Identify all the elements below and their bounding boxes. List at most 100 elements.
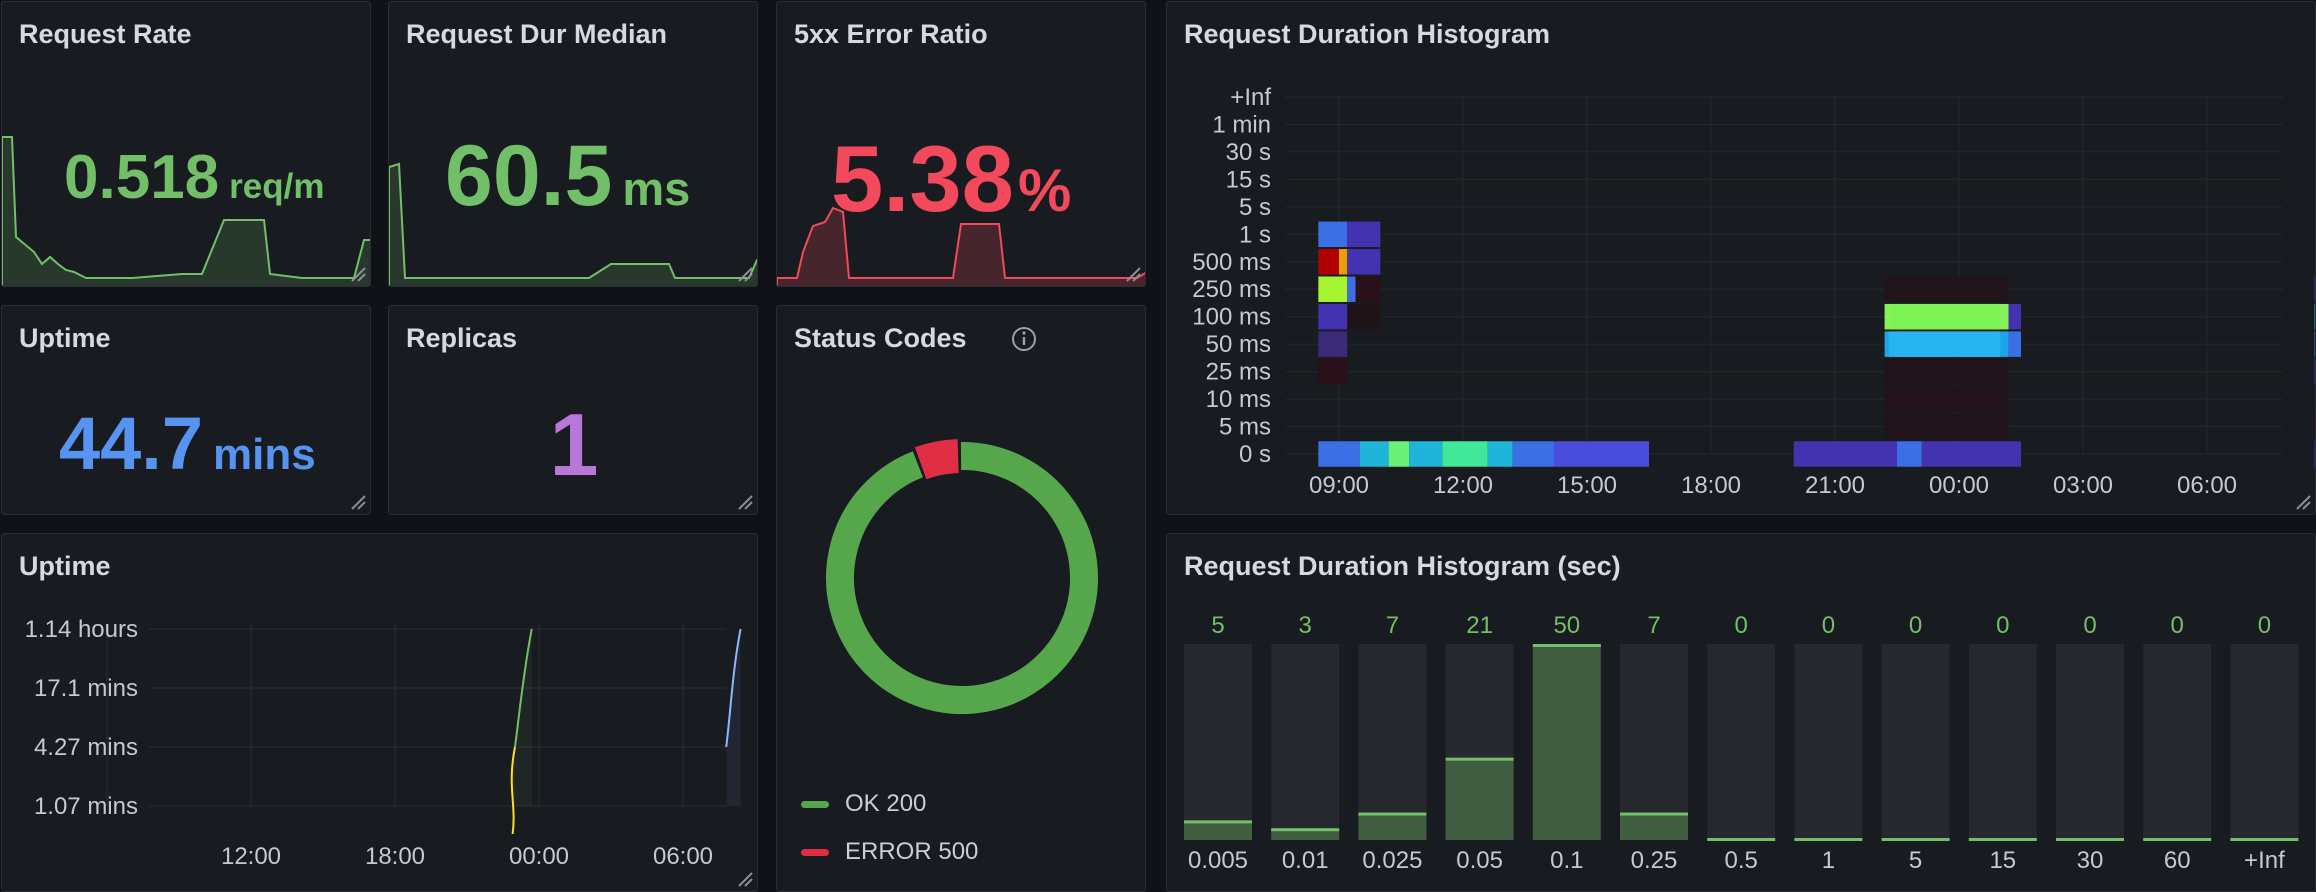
series-area-replica-c bbox=[726, 629, 741, 806]
y-tick-label: 250 ms bbox=[1192, 276, 1271, 303]
panel-title: 5xx Error Ratio bbox=[794, 19, 988, 49]
info-icon[interactable] bbox=[1010, 325, 1038, 353]
heatmap-cell bbox=[1884, 358, 2009, 385]
y-tick-label: 1.07 mins bbox=[34, 793, 138, 820]
bar-category-label: 0.1 bbox=[1550, 847, 1583, 874]
bar-cap bbox=[1707, 838, 1776, 841]
bar-cap bbox=[2143, 838, 2212, 841]
request-duration-bars: 50.00530.0170.025210.05500.170.2500.5010… bbox=[1184, 612, 2299, 874]
resize-handle-icon[interactable] bbox=[737, 266, 753, 282]
bar-category-label: 0.25 bbox=[1631, 847, 1678, 874]
resize-handle-icon[interactable] bbox=[1125, 266, 1141, 282]
heatmap-cell bbox=[1318, 249, 1339, 275]
request-dur-median-sparkline bbox=[389, 162, 757, 286]
legend-item[interactable]: OK 200 bbox=[801, 788, 978, 820]
bar-fill bbox=[1184, 820, 1252, 840]
x-tick-label: 18:00 bbox=[365, 843, 425, 870]
bar-value-label: 3 bbox=[1299, 612, 1312, 639]
bar-value-label: 0 bbox=[1996, 612, 2009, 639]
resize-handle-icon[interactable] bbox=[737, 871, 753, 887]
y-tick-label: 5 s bbox=[1239, 194, 1271, 221]
request-rate-panel[interactable]: Request Rate 0.518 req/m bbox=[1, 1, 371, 287]
heatmap-cell bbox=[2314, 413, 2315, 440]
heatmap-cell bbox=[1339, 249, 1348, 275]
error-ratio-sparkline bbox=[777, 206, 1145, 286]
legend-swatch bbox=[801, 800, 829, 808]
y-tick-label: 1 min bbox=[1212, 111, 1271, 138]
bar-cap bbox=[1968, 838, 2037, 841]
uptime-chart-panel[interactable]: Uptime 1.14 hours 17.1 mins 4.27 mins 1.07 … bbox=[1, 533, 758, 892]
bar-track bbox=[2056, 644, 2124, 840]
status-codes-panel[interactable]: Status Codes OK 200 ERROR 500 bbox=[776, 305, 1146, 892]
replicas-panel[interactable]: Replicas 1 bbox=[388, 305, 758, 515]
heatmap-cell bbox=[1512, 441, 1554, 467]
bar-track bbox=[1358, 644, 1427, 840]
bar-track bbox=[1881, 644, 1950, 840]
request-rate-sparkline bbox=[2, 136, 370, 286]
bar-cap bbox=[2056, 838, 2124, 841]
heatmap-cell bbox=[1318, 303, 1348, 330]
uptime-unit: mins bbox=[213, 430, 316, 479]
bar-track bbox=[1794, 644, 1863, 840]
x-tick-label: 06:00 bbox=[653, 843, 713, 870]
bar-fill bbox=[1445, 757, 1514, 840]
bar-category-label: 5 bbox=[1909, 847, 1922, 874]
heatmap-cell bbox=[1884, 386, 2009, 412]
x-tick-label: 06:00 bbox=[2177, 472, 2237, 499]
legend-label: ERROR 500 bbox=[845, 838, 979, 865]
bar-category-label: 60 bbox=[2164, 847, 2191, 874]
uptime-stat-panel[interactable]: Uptime 44.7 mins bbox=[1, 305, 371, 515]
bar-category-label: 0.025 bbox=[1362, 847, 1422, 874]
bar-track bbox=[1271, 644, 1340, 840]
request-rate-unit: req/m bbox=[229, 167, 325, 206]
request-dur-median-panel[interactable]: Request Dur Median 60.5 ms bbox=[388, 1, 758, 287]
panel-title: Request Dur Median bbox=[406, 19, 668, 49]
panel-title: Replicas bbox=[406, 323, 518, 353]
heatmap-cell bbox=[1884, 276, 2009, 302]
resize-handle-icon[interactable] bbox=[350, 494, 366, 510]
legend-item[interactable]: ERROR 500 bbox=[801, 836, 978, 868]
bar-fill bbox=[1620, 812, 1688, 840]
bar-fill bbox=[1532, 644, 1601, 840]
bar-fill bbox=[1358, 812, 1427, 840]
bar-track bbox=[1532, 644, 1601, 840]
bar-track bbox=[1707, 644, 1776, 840]
bar-track bbox=[1620, 644, 1688, 840]
bar-cap bbox=[1271, 828, 1340, 832]
resize-handle-icon[interactable] bbox=[2295, 494, 2311, 510]
panel-title: Request Duration Histogram bbox=[1184, 19, 1551, 49]
x-tick-label: 18:00 bbox=[1681, 472, 1741, 499]
error-ratio-panel[interactable]: 5xx Error Ratio 5.38% bbox=[776, 1, 1146, 287]
heatmap-cell bbox=[2314, 303, 2315, 330]
bar-value-label: 0 bbox=[1909, 612, 1922, 639]
bar-value-label: 50 bbox=[1553, 612, 1580, 639]
heatmap-cell bbox=[1409, 441, 1443, 467]
uptime-timeseries: 1.14 hours 17.1 mins 4.27 mins 1.07 mins 12:… bbox=[25, 616, 742, 870]
status-codes-donut bbox=[826, 439, 1098, 714]
y-tick-label: 10 ms bbox=[1206, 386, 1271, 413]
bar-category-label: 15 bbox=[1989, 847, 2016, 874]
heatmap-cell bbox=[1318, 276, 1348, 302]
resize-handle-icon[interactable] bbox=[350, 266, 366, 282]
panel-title: Uptime bbox=[19, 323, 111, 353]
bar-cap bbox=[1794, 838, 1863, 841]
bar-value-label: 5 bbox=[1211, 612, 1224, 639]
y-tick-label: 1 s bbox=[1239, 221, 1271, 248]
bar-track bbox=[1445, 644, 1514, 840]
heatmap-panel[interactable]: Request Duration Histogram +Inf 1 min 30 s… bbox=[1166, 1, 2316, 515]
heatmap-cell bbox=[1487, 441, 1513, 467]
heatmap-cell bbox=[2314, 386, 2315, 412]
bar-category-label: 0.5 bbox=[1725, 847, 1758, 874]
heatmap-cell bbox=[2314, 441, 2315, 467]
series-line-replica-b bbox=[514, 628, 533, 748]
y-tick-label: 500 ms bbox=[1192, 249, 1271, 276]
x-tick-label: 12:00 bbox=[221, 843, 281, 870]
heatmap-cell bbox=[1359, 441, 1389, 467]
uptime-stat: 44.7 mins bbox=[59, 401, 316, 486]
y-tick-label: 15 s bbox=[1226, 166, 1271, 193]
bar-gauge-panel[interactable]: Request Duration Histogram (sec) 5 0.005 3… bbox=[1166, 533, 2316, 892]
donut-slice-ok-200 bbox=[826, 442, 1098, 714]
x-tick-label: 03:00 bbox=[2053, 472, 2113, 499]
resize-handle-icon[interactable] bbox=[737, 494, 753, 510]
